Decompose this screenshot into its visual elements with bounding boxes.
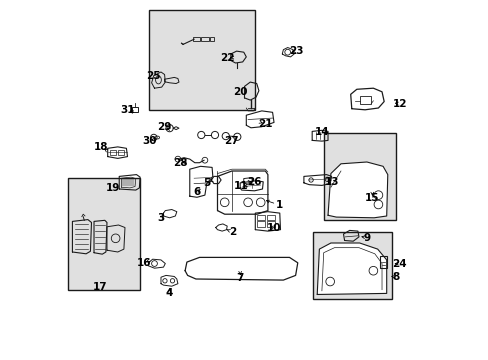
Text: 24: 24 (391, 258, 406, 269)
Text: 12: 12 (392, 99, 407, 109)
Polygon shape (317, 243, 386, 294)
Text: 31: 31 (120, 105, 135, 115)
Bar (266, 215, 274, 220)
Text: 22: 22 (220, 53, 234, 63)
Bar (149, 10, 255, 110)
Text: 16: 16 (136, 258, 151, 268)
Bar (379, 256, 386, 268)
Bar (68, 178, 140, 290)
Bar (132, 107, 137, 112)
Bar (209, 37, 213, 41)
Text: 26: 26 (247, 177, 261, 187)
Text: 14: 14 (314, 127, 328, 138)
Text: 15: 15 (365, 193, 379, 203)
Bar (312, 232, 391, 299)
Text: 23: 23 (289, 46, 304, 56)
Polygon shape (217, 171, 267, 214)
Text: 21: 21 (258, 119, 272, 129)
Text: 20: 20 (232, 87, 247, 97)
Bar (257, 221, 265, 227)
Bar (118, 150, 124, 155)
Bar (323, 133, 395, 220)
Text: 19: 19 (106, 183, 120, 193)
Text: 1: 1 (276, 200, 283, 210)
Text: 4: 4 (165, 288, 173, 298)
Text: 30: 30 (142, 136, 156, 146)
Text: 6: 6 (193, 186, 200, 197)
Text: 9: 9 (363, 233, 370, 243)
Polygon shape (327, 162, 387, 218)
Text: 3: 3 (157, 213, 164, 223)
Bar (257, 215, 265, 220)
Text: 5: 5 (203, 178, 210, 188)
Text: 17: 17 (92, 282, 107, 292)
Text: 2: 2 (229, 227, 236, 237)
Text: 8: 8 (392, 272, 399, 282)
Bar (359, 96, 370, 104)
Text: 25: 25 (146, 71, 161, 81)
Bar (266, 221, 274, 227)
Bar (110, 150, 116, 155)
Text: 27: 27 (224, 136, 239, 146)
Bar (201, 37, 209, 41)
Text: 7: 7 (236, 273, 244, 283)
Text: 11: 11 (233, 181, 247, 192)
Text: 18: 18 (94, 142, 108, 152)
Text: 10: 10 (266, 222, 281, 233)
Text: 28: 28 (173, 158, 187, 168)
Bar (193, 37, 200, 41)
Polygon shape (185, 257, 297, 280)
Text: 29: 29 (157, 122, 171, 132)
Text: 13: 13 (324, 177, 338, 187)
